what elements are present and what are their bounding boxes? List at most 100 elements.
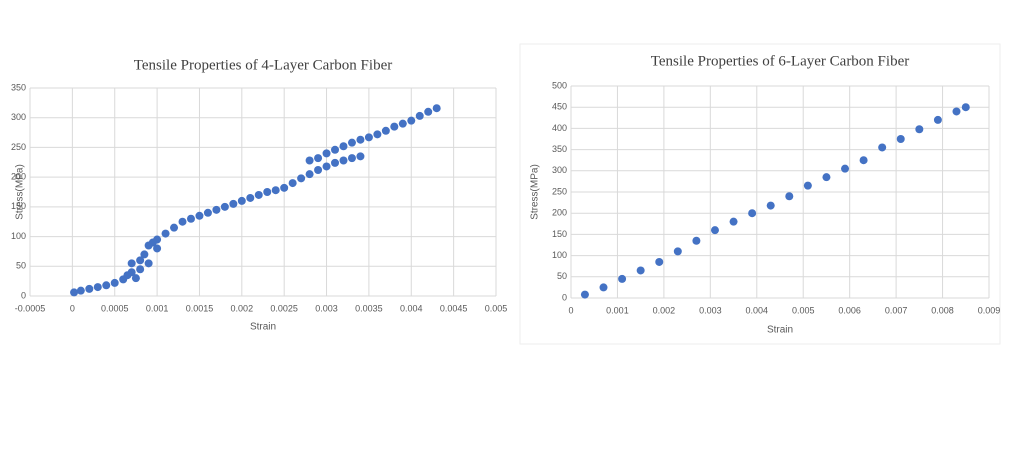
point <box>398 119 407 128</box>
y-tick-label: 200 <box>552 208 567 218</box>
point <box>280 183 289 192</box>
point <box>766 201 775 210</box>
point <box>785 192 794 201</box>
point <box>220 202 229 211</box>
point <box>364 133 373 142</box>
point <box>822 173 831 182</box>
point <box>933 115 942 124</box>
point <box>896 135 905 143</box>
x-tick-label: 0.004 <box>400 303 423 313</box>
point <box>288 179 297 188</box>
x-tick-label: 0.002 <box>653 305 676 315</box>
point <box>127 259 136 268</box>
point <box>729 217 738 226</box>
point <box>153 235 162 244</box>
y-tick-label: 0 <box>562 292 567 302</box>
point <box>127 268 136 277</box>
point <box>131 274 140 283</box>
point <box>599 283 608 292</box>
point <box>347 154 356 163</box>
x-tick-label: 0.009 <box>978 305 1001 315</box>
y-tick-label: 50 <box>557 271 567 281</box>
y-tick-label: 350 <box>11 82 26 92</box>
y-tick-label: 0 <box>21 290 26 300</box>
point <box>841 164 850 173</box>
x-tick-label: 0.006 <box>838 305 861 315</box>
point <box>322 162 331 171</box>
point <box>140 250 149 259</box>
point <box>246 193 255 202</box>
point <box>186 214 195 223</box>
point <box>710 226 719 235</box>
x-tick-label: 0.0005 <box>101 303 129 313</box>
point <box>136 256 145 265</box>
x-tick-label: 0.005 <box>792 305 815 315</box>
point <box>305 170 314 179</box>
x-tick-label: 0 <box>568 305 573 315</box>
y-tick-label: 150 <box>11 201 26 211</box>
point <box>110 278 119 287</box>
point <box>76 286 85 295</box>
point <box>93 283 102 292</box>
point <box>271 186 280 195</box>
point <box>161 229 170 238</box>
x-tick-label: 0.008 <box>931 305 954 315</box>
point <box>339 156 348 165</box>
point <box>859 156 868 165</box>
x-tick-label: 0.007 <box>885 305 908 315</box>
y-tick-label: 100 <box>552 250 567 260</box>
point <box>803 181 812 190</box>
point <box>229 199 238 208</box>
y-axis-title: Stress(MPa) <box>530 164 541 220</box>
y-tick-label: 300 <box>552 165 567 175</box>
point <box>322 149 331 158</box>
y-axis-title: Stress(MPa) <box>15 164 26 220</box>
point <box>314 154 323 163</box>
point <box>692 236 701 245</box>
point <box>636 266 645 275</box>
point <box>356 135 365 144</box>
point <box>314 166 323 175</box>
point <box>339 142 348 151</box>
x-tick-label: 0.001 <box>146 303 169 313</box>
point <box>432 104 441 113</box>
point <box>254 190 263 199</box>
x-axis-title: Strain <box>250 322 276 333</box>
point <box>655 257 664 266</box>
point <box>618 274 627 283</box>
x-tick-label: 0.0025 <box>270 303 298 313</box>
x-tick-label: 0.004 <box>746 305 769 315</box>
point <box>144 259 153 268</box>
x-tick-label: 0.0015 <box>186 303 214 313</box>
y-tick-label: 500 <box>552 80 567 90</box>
x-tick-label: 0.005 <box>485 303 508 313</box>
point <box>580 290 589 299</box>
point <box>878 143 887 152</box>
x-tick-label: 0 <box>70 303 75 313</box>
point <box>390 122 399 131</box>
point <box>331 158 340 167</box>
x-tick-label: -0.0005 <box>15 303 46 313</box>
point <box>263 188 272 196</box>
point <box>407 116 416 125</box>
point <box>305 156 314 165</box>
point <box>356 152 365 161</box>
x-tick-label: 0.0035 <box>355 303 383 313</box>
y-tick-label: 50 <box>16 261 26 271</box>
point <box>297 174 306 183</box>
point <box>170 223 179 232</box>
x-tick-label: 0.0045 <box>440 303 468 313</box>
point <box>373 130 382 139</box>
point <box>195 211 204 220</box>
chart-title: Tensile Properties of 4-Layer Carbon Fib… <box>134 57 392 73</box>
y-tick-label: 250 <box>11 142 26 152</box>
y-tick-label: 150 <box>552 229 567 239</box>
y-tick-label: 100 <box>11 231 26 241</box>
y-tick-label: 200 <box>11 172 26 182</box>
x-tick-label: 0.002 <box>231 303 254 313</box>
y-tick-label: 250 <box>552 186 567 196</box>
x-axis-title: Strain <box>767 325 793 336</box>
point <box>212 205 221 214</box>
